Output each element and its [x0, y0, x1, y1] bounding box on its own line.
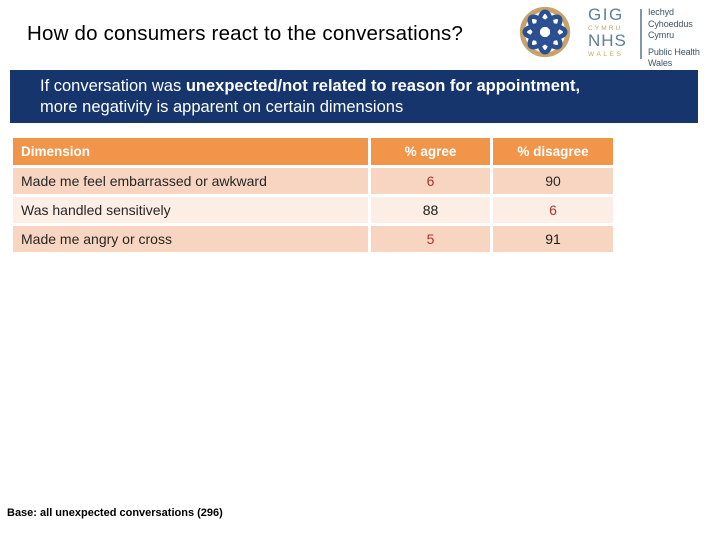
table-cell-agree: 88 — [371, 197, 490, 223]
results-table: Dimension % agree % disagree Made me fee… — [13, 138, 613, 252]
table-cell-disagree: 91 — [493, 226, 613, 252]
table-cell-agree: 6 — [371, 168, 490, 194]
logo-divider — [640, 9, 642, 59]
logo-cymru-text: CYMRU — [588, 25, 623, 32]
column-header-dimension: Dimension — [13, 138, 368, 165]
org-line-english-2: Wales — [648, 58, 673, 68]
base-note: Base: all unexpected conversations (296) — [7, 507, 223, 519]
column-header-disagree: % disagree — [493, 138, 613, 165]
org-line-welsh-1: Iechyd Cyhoeddus — [648, 7, 693, 29]
column-header-agree: % agree — [371, 138, 490, 165]
public-health-wales-logo: GIG CYMRU NHS WALES Iechyd Cyhoeddus Cym… — [512, 2, 718, 68]
logo-wales-text: WALES — [588, 51, 624, 58]
table-cell-disagree: 90 — [493, 168, 613, 194]
public-health-wales-name: Iechyd Cyhoeddus Cymru Public Health Wal… — [648, 7, 718, 70]
nhs-wales-wordmark: GIG CYMRU NHS WALES — [588, 6, 640, 58]
table-row-dimension: Was handled sensitively — [13, 197, 368, 223]
key-message-text: If conversation was unexpected/not relat… — [10, 70, 698, 118]
key-message-banner: If conversation was unexpected/not relat… — [10, 70, 698, 123]
logo-nhs-text: NHS — [588, 31, 627, 50]
org-line-english-1: Public Health — [648, 46, 700, 57]
table-row-dimension: Made me feel embarrassed or awkward — [13, 168, 368, 194]
banner-text-line2: more negativity is apparent on certain d… — [40, 98, 404, 116]
org-line-welsh-2: Cymru — [648, 30, 674, 40]
logo-gig-text: GIG — [588, 5, 624, 24]
table-row-dimension: Made me angry or cross — [13, 226, 368, 252]
nhs-wales-knot-icon — [516, 3, 574, 61]
banner-text-bold: unexpected/not related to reason for app… — [185, 77, 581, 95]
banner-text-regular: If conversation was — [40, 77, 186, 95]
page-title: How do consumers react to the conversati… — [27, 22, 464, 45]
table-cell-disagree: 6 — [493, 197, 613, 223]
table-cell-agree: 5 — [371, 226, 490, 252]
